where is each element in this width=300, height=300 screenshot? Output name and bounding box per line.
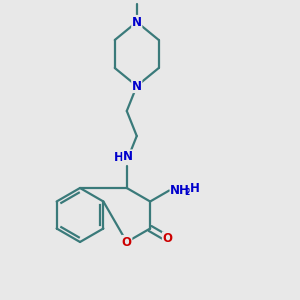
Text: O: O: [163, 232, 172, 245]
Text: N: N: [132, 16, 142, 28]
Text: H: H: [114, 151, 124, 164]
Text: 2: 2: [184, 188, 190, 197]
Text: H: H: [190, 182, 200, 195]
Text: NH: NH: [170, 184, 190, 197]
Text: N: N: [123, 150, 133, 163]
Text: N: N: [132, 80, 142, 92]
Text: O: O: [122, 236, 132, 248]
